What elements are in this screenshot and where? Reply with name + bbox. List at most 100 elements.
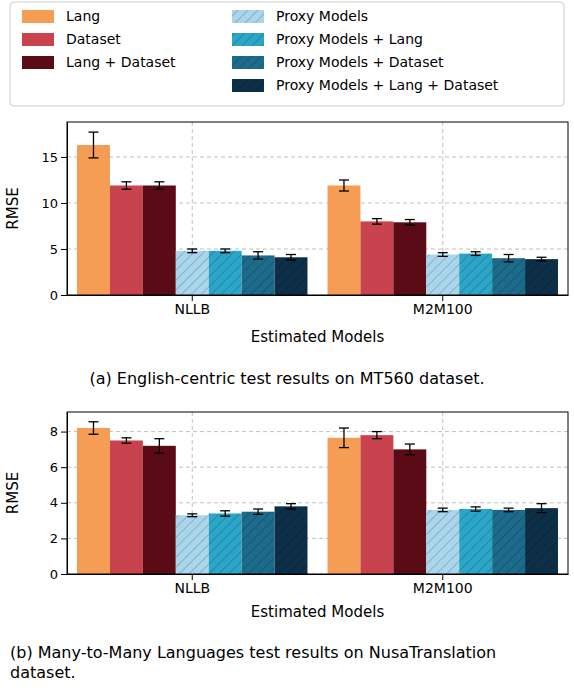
bars [77, 132, 558, 295]
error-cap [286, 503, 296, 504]
bar [360, 435, 393, 574]
y-tick: 2 [50, 531, 67, 546]
error-cap [286, 254, 296, 255]
error-line [290, 504, 291, 509]
legend: LangDatasetLang + DatasetProxy ModelsPro… [10, 2, 564, 106]
bar [77, 428, 110, 574]
error-cap [286, 508, 296, 509]
legend-label: Dataset [66, 31, 121, 47]
y-tick-label: 5 [50, 242, 58, 257]
legend-label: Proxy Models + Lang [276, 31, 423, 47]
error-cap [88, 434, 98, 435]
grid-line-y [67, 431, 568, 432]
error-cap [187, 516, 197, 517]
error-cap [471, 511, 481, 512]
error-bar [504, 508, 514, 512]
error-cap [154, 189, 164, 190]
error-line [343, 180, 344, 191]
error-cap [121, 437, 131, 438]
plot-frame [67, 122, 568, 295]
x-tick-label: NLLB [174, 580, 210, 596]
bars [77, 422, 558, 574]
bar [492, 258, 525, 295]
error-line [409, 220, 410, 226]
y-tick-label: 8 [50, 424, 58, 439]
bar [209, 513, 242, 574]
legend-swatch [22, 33, 54, 46]
x-axis-title: Estimated Models [251, 603, 385, 621]
error-bar [405, 444, 415, 455]
error-cap [405, 219, 415, 220]
legend-item: Lang [22, 8, 100, 24]
legend-swatch [232, 79, 264, 92]
error-cap [187, 513, 197, 514]
error-cap [286, 259, 296, 260]
error-cap [154, 438, 164, 439]
bar [426, 255, 459, 295]
x-tick-label: NLLB [174, 301, 210, 317]
error-cap [438, 507, 448, 508]
y-axis-title: RMSE [4, 187, 22, 229]
error-cap [438, 256, 448, 257]
error-cap [405, 224, 415, 225]
error-line [257, 509, 258, 514]
bar [525, 508, 558, 574]
bar [143, 185, 176, 295]
y-axis: 0 5 10 15 [41, 123, 67, 303]
legend-swatch [22, 10, 54, 23]
y-tick-label: 15 [41, 150, 58, 165]
error-bar [372, 219, 382, 225]
y-tick: 10 [41, 196, 67, 211]
error-cap [471, 251, 481, 252]
error-bar [154, 439, 164, 453]
error-cap [372, 223, 382, 224]
bar [393, 222, 426, 295]
bar [393, 449, 426, 574]
error-line [541, 504, 542, 513]
legend-item: Proxy Models + Lang [232, 31, 423, 47]
legend-label: Proxy Models + Lang + Dataset [276, 77, 499, 93]
error-bar [220, 511, 230, 516]
legend-item: Proxy Models + Dataset [232, 54, 444, 70]
x-tick-label: M2M100 [413, 301, 473, 317]
chart: 02468NLLBM2M100Estimated ModelsRMSE(b) M… [4, 412, 569, 682]
legend-item: Lang + Dataset [22, 54, 176, 70]
error-cap [220, 515, 230, 516]
grid [67, 122, 568, 295]
y-tick-mark [61, 574, 67, 575]
x-axis-line [68, 574, 569, 575]
y-tick-mark [61, 157, 67, 158]
error-cap [220, 252, 230, 253]
bar [328, 438, 361, 574]
error-line [508, 255, 509, 262]
error-line [376, 219, 377, 225]
error-bar [121, 182, 131, 189]
y-tick: 6 [50, 460, 67, 475]
legend-swatch [232, 56, 264, 69]
error-bar [286, 504, 296, 509]
bar [426, 510, 459, 574]
bar [328, 185, 361, 295]
error-line [159, 439, 160, 453]
error-cap [405, 454, 415, 455]
error-bar [187, 514, 197, 517]
error-line [343, 428, 344, 448]
error-cap [187, 248, 197, 249]
error-bar [88, 132, 98, 158]
bar [209, 251, 242, 295]
error-line [257, 252, 258, 259]
bar [525, 259, 558, 295]
legend-label: Proxy Models + Dataset [276, 54, 444, 70]
error-cap [253, 251, 263, 252]
error-cap [339, 447, 349, 448]
error-bar [372, 432, 382, 439]
bar [459, 254, 492, 295]
chart: 051015NLLBM2M100Estimated ModelsRMSE(a) … [4, 122, 569, 388]
error-cap [220, 510, 230, 511]
y-tick: 15 [41, 150, 67, 165]
y-tick-label: 0 [50, 288, 58, 303]
y-tick: 0 [50, 288, 67, 303]
error-cap [537, 260, 547, 261]
error-cap [88, 157, 98, 158]
error-cap [121, 189, 131, 190]
